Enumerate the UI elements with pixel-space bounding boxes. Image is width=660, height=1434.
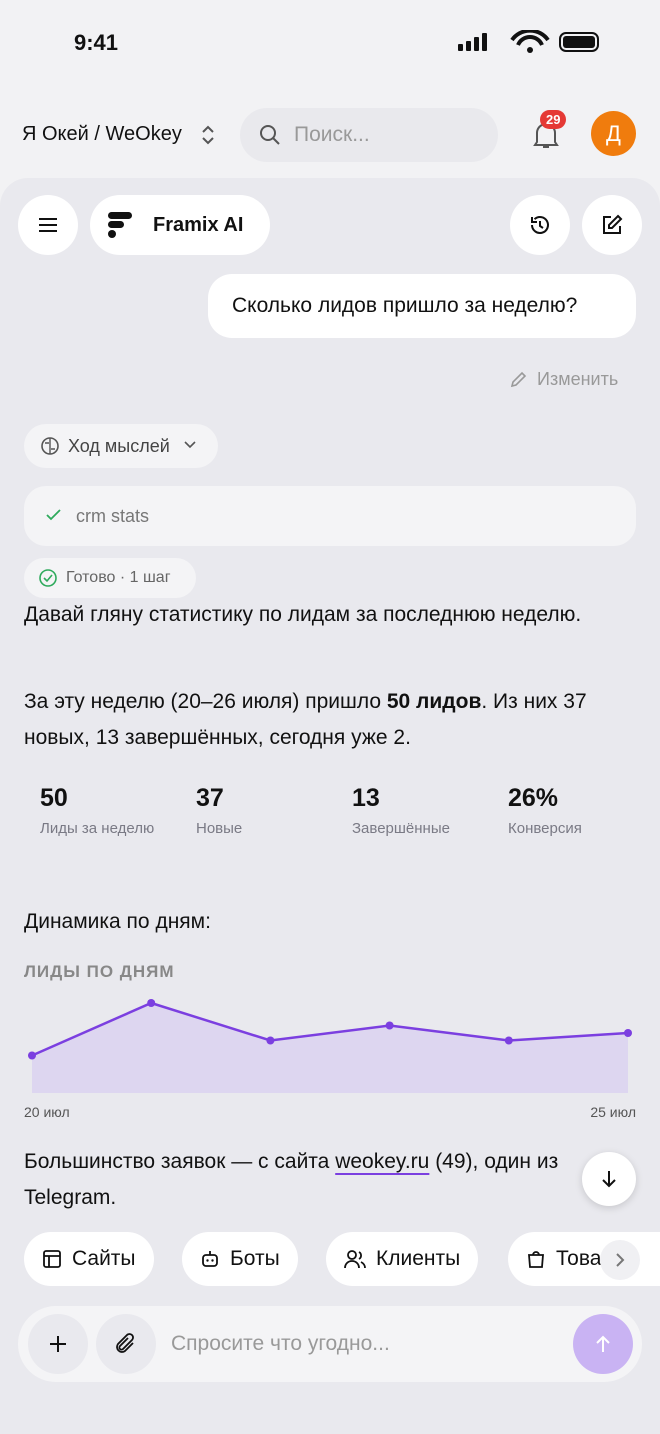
stat-value: 37: [196, 784, 224, 812]
point: [504, 1036, 513, 1045]
area: [32, 1003, 628, 1093]
chevrons-icon: [202, 125, 214, 145]
chip-icon: [202, 1251, 218, 1267]
text: . Из них 37 новых, 13 завершённых, сегод…: [24, 690, 587, 749]
x-tick-label: 20 июл: [24, 1104, 70, 1120]
text: (49), один из Telegram.: [24, 1150, 559, 1209]
point: [266, 1036, 275, 1045]
link[interactable]: weokey.ru: [335, 1150, 430, 1173]
chip-label: Боты: [230, 1247, 280, 1270]
composer: Спросите что угодно...: [18, 1306, 642, 1382]
stat: 26% Конверсия: [508, 784, 628, 842]
tool-call: crm stats: [24, 486, 636, 546]
status-icons: [458, 30, 599, 53]
section-heading: Динамика по дням:: [24, 910, 211, 933]
x-tick-label: 25 июл: [590, 1104, 636, 1120]
avatar[interactable]: Д: [591, 111, 636, 156]
stat: 50 Лиды за неделю: [40, 784, 160, 842]
search-placeholder: Поиск...: [294, 123, 370, 146]
menu-button[interactable]: [18, 195, 78, 255]
stat: 13 Завершённые: [352, 784, 472, 842]
chip-icon: [528, 1251, 544, 1268]
arrow-down-icon: [602, 1171, 616, 1188]
stat-label: Лиды за неделю: [40, 820, 155, 837]
history-icon: [531, 216, 549, 234]
text: За эту неделю (20–26 июля) пришло: [24, 690, 387, 713]
thoughts-label: Ход мыслей: [68, 436, 170, 456]
plus-icon: [50, 1336, 66, 1352]
framix-logo: [108, 212, 132, 238]
chips-row: Сайты Боты Клиенты Товары: [0, 1224, 660, 1294]
point: [147, 999, 156, 1007]
user-message: Сколько лидов пришло за неделю?: [208, 274, 636, 338]
chip[interactable]: Боты: [182, 1232, 298, 1286]
stat-value: 26%: [508, 784, 559, 812]
status-time: 9:41: [74, 30, 119, 55]
chip-label: Сайты: [72, 1247, 136, 1270]
edit-link[interactable]: Изменить: [537, 369, 619, 389]
chart-title: ЛИДЫ ПО ДНЯМ: [24, 962, 175, 981]
brain-icon: [41, 437, 59, 455]
attach-button[interactable]: [96, 1314, 156, 1374]
chips-next[interactable]: [600, 1240, 640, 1280]
chat-panel: [0, 178, 660, 1434]
chip[interactable]: Клиенты: [326, 1232, 479, 1286]
text: Большинство заявок — с сайта: [24, 1150, 336, 1173]
status-chip: Готово · 1 шаг: [24, 558, 196, 598]
assistant-chip[interactable]: Framix AI: [90, 195, 270, 255]
bold-text: 50 лидов: [386, 690, 482, 713]
chip-label: Клиенты: [376, 1247, 461, 1270]
chart: ЛИДЫ ПО ДНЯМ 20 июл 25 июл: [24, 962, 636, 1120]
status-label: Готово · 1 шаг: [66, 569, 171, 586]
stat-value: 50: [40, 784, 68, 812]
stat-label: Новые: [196, 820, 243, 837]
chevron-icon: [184, 441, 196, 449]
chip-icon: [344, 1250, 366, 1269]
thoughts-toggle[interactable]: Ход мыслей: [24, 424, 218, 468]
stat-label: Завершённые: [352, 820, 450, 837]
assistant-name: Framix AI: [153, 214, 244, 236]
input-placeholder[interactable]: Спросите что угодно...: [171, 1332, 390, 1355]
menu-icon: [39, 218, 57, 232]
stat: 37 Новые: [196, 784, 316, 842]
stat-label: Конверсия: [508, 820, 582, 837]
search-box[interactable]: Поиск...: [240, 108, 498, 162]
chip[interactable]: Сайты: [24, 1232, 154, 1286]
edit-icon: [603, 214, 623, 234]
done-icon: [39, 569, 57, 587]
add-button[interactable]: [28, 1314, 88, 1374]
paragraph: Давай гляну статистику по лидам за после…: [24, 603, 582, 626]
search-icon: [260, 125, 280, 145]
paragraph: За эту неделю (20–26 июля) пришло 50 лид…: [24, 684, 634, 756]
tool-name: crm stats: [76, 506, 150, 526]
stat-value: 13: [352, 784, 380, 812]
paperclip-icon: [116, 1333, 134, 1353]
send-button[interactable]: [573, 1314, 633, 1374]
point: [624, 1029, 632, 1037]
pencil-icon: [510, 371, 527, 388]
check-icon: [46, 509, 61, 521]
chip-icon: [43, 1250, 61, 1268]
line: [31, 1001, 629, 1057]
workspace-switcher[interactable]: Я Окей / WeOkey: [22, 123, 182, 145]
notification-badge: 29: [540, 110, 567, 129]
paragraph: Большинство заявок — с сайта weokey.ru (…: [24, 1144, 644, 1216]
new-chat-button[interactable]: [582, 195, 642, 255]
scroll-down-button[interactable]: [582, 1152, 636, 1206]
chevron-right-icon: [616, 1253, 625, 1267]
point: [28, 1051, 36, 1060]
history-button[interactable]: [510, 195, 570, 255]
arrow-up-icon: [596, 1335, 610, 1352]
point: [385, 1021, 394, 1030]
